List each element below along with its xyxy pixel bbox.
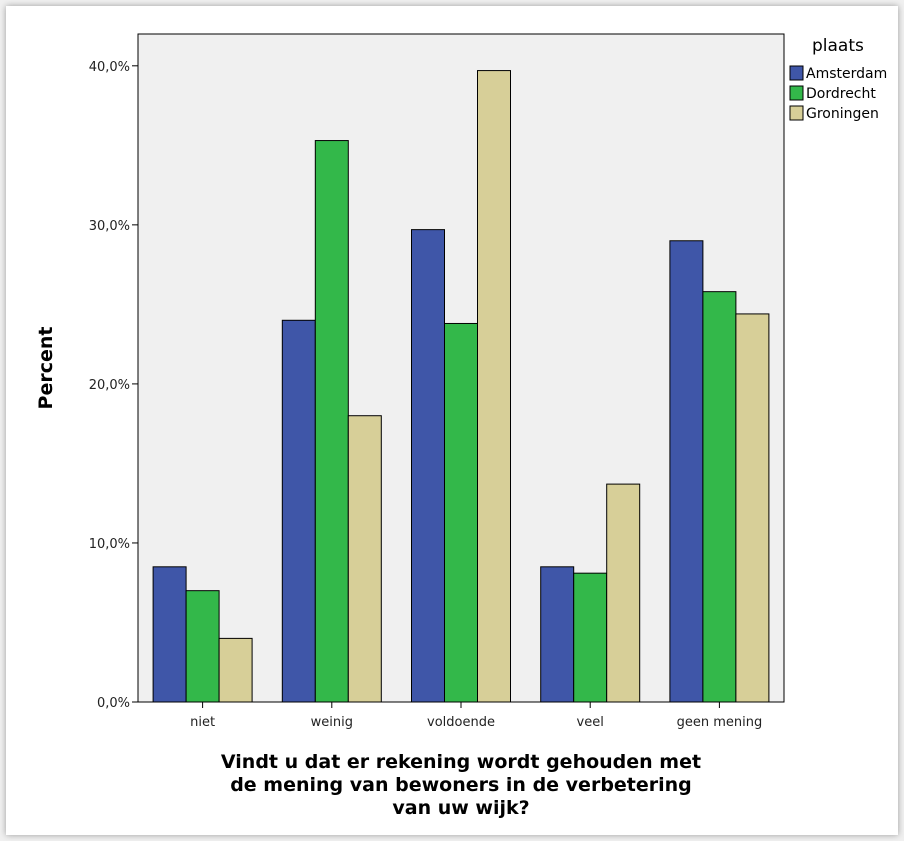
- chart-frame: 0,0% 10,0% 20,0% 30,0% 40,0% niet weinig voldo…: [6, 6, 898, 835]
- legend-label-groningen: Groningen: [806, 106, 879, 122]
- legend-label-amsterdam: Amsterdam: [806, 66, 887, 82]
- x-axis-title-line-1: Vindt u dat er rekening wordt gehouden m…: [221, 751, 701, 773]
- y-tick-label: 20,0%: [89, 378, 130, 393]
- legend-swatch-groningen: [789, 105, 804, 121]
- bar-groningen-weinig: [347, 415, 382, 703]
- legend-title: plaats: [812, 36, 864, 56]
- legend-label-dordrecht: Dordrecht: [806, 86, 876, 102]
- legend-swatch-dordrecht: [789, 85, 804, 101]
- bar-amsterdam-voldoende: [411, 229, 445, 703]
- bar-amsterdam-weinig: [281, 319, 316, 703]
- y-tick-label: 10,0%: [89, 537, 130, 552]
- bar-amsterdam-geen-mening: [669, 240, 704, 703]
- y-axis-title: Percent: [35, 327, 57, 410]
- bar-dordrecht-weinig: [314, 140, 349, 703]
- bar-groningen-veel: [606, 483, 641, 703]
- bar-groningen-niet: [218, 637, 253, 703]
- y-tick-label: 40,0%: [89, 60, 130, 75]
- x-axis-title-line-3: van uw wijk?: [392, 797, 529, 819]
- bar-chart: 0,0% 10,0% 20,0% 30,0% 40,0% niet weinig voldo…: [35, 33, 887, 819]
- legend-items: Amsterdam Dordrecht Groningen: [789, 65, 887, 122]
- y-tick-label: 0,0%: [97, 696, 130, 711]
- y-tick-label: 30,0%: [89, 219, 130, 234]
- x-tick-label: weinig: [311, 715, 353, 730]
- bar-groningen-voldoende: [477, 70, 511, 703]
- legend-swatch-amsterdam: [789, 65, 804, 81]
- x-axis: niet weinig voldoende veel geen mening: [190, 702, 762, 730]
- x-tick-label: voldoende: [427, 715, 495, 730]
- bar-amsterdam-veel: [540, 566, 575, 703]
- bar-groningen-geen-mening: [735, 313, 770, 703]
- x-tick-label: geen mening: [677, 715, 763, 730]
- bar-dordrecht-veel: [573, 572, 608, 703]
- bar-dordrecht-voldoende: [444, 322, 478, 703]
- y-axis: 0,0% 10,0% 20,0% 30,0% 40,0%: [89, 60, 138, 711]
- x-axis-title-line-2: de mening van bewoners in de verbetering: [230, 774, 692, 796]
- bar-dordrecht-geen-mening: [702, 291, 737, 703]
- bar-amsterdam-niet: [152, 566, 187, 703]
- x-tick-label: niet: [190, 715, 215, 730]
- bar-dordrecht-niet: [185, 590, 220, 703]
- bars: [152, 70, 770, 703]
- legend: plaats Amsterdam Dordrecht Groningen: [789, 36, 887, 122]
- x-tick-label: veel: [577, 715, 604, 730]
